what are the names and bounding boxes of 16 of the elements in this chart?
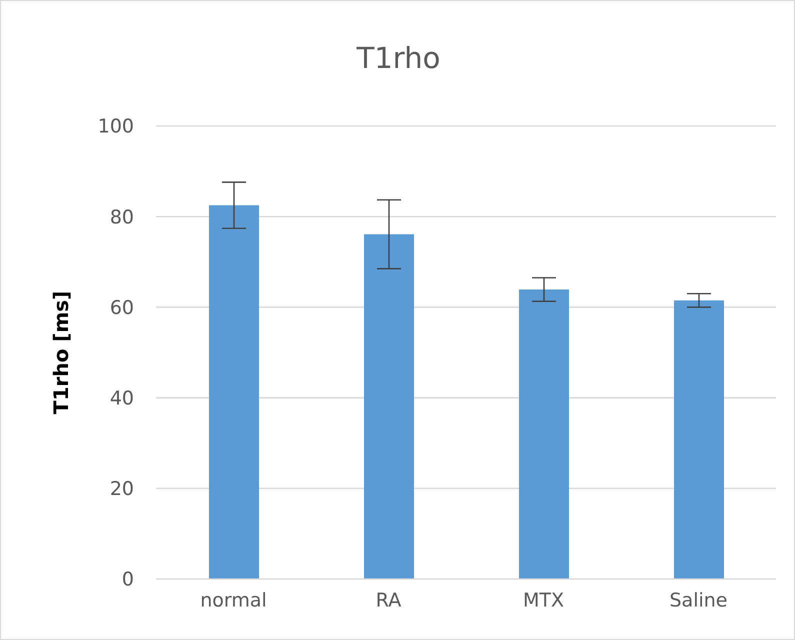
y-tick-label: 20 xyxy=(110,478,134,500)
x-tick-label: normal xyxy=(200,589,267,612)
bar xyxy=(519,290,569,579)
chart-title: T1rho xyxy=(356,41,442,75)
y-tick-label: 100 xyxy=(98,116,134,138)
bar xyxy=(209,205,259,579)
y-tick-label: 0 xyxy=(122,568,134,591)
y-tick-label: 80 xyxy=(110,206,134,228)
y-tick-label: 40 xyxy=(110,388,134,410)
y-axis-title: T1rho [ms] xyxy=(49,290,74,414)
bar xyxy=(674,300,724,579)
x-tick-label: MTX xyxy=(522,589,564,612)
y-tick-label: 60 xyxy=(110,296,134,319)
x-tick-label: Saline xyxy=(670,589,728,612)
x-tick-label: RA xyxy=(376,589,402,612)
bar xyxy=(364,234,414,579)
